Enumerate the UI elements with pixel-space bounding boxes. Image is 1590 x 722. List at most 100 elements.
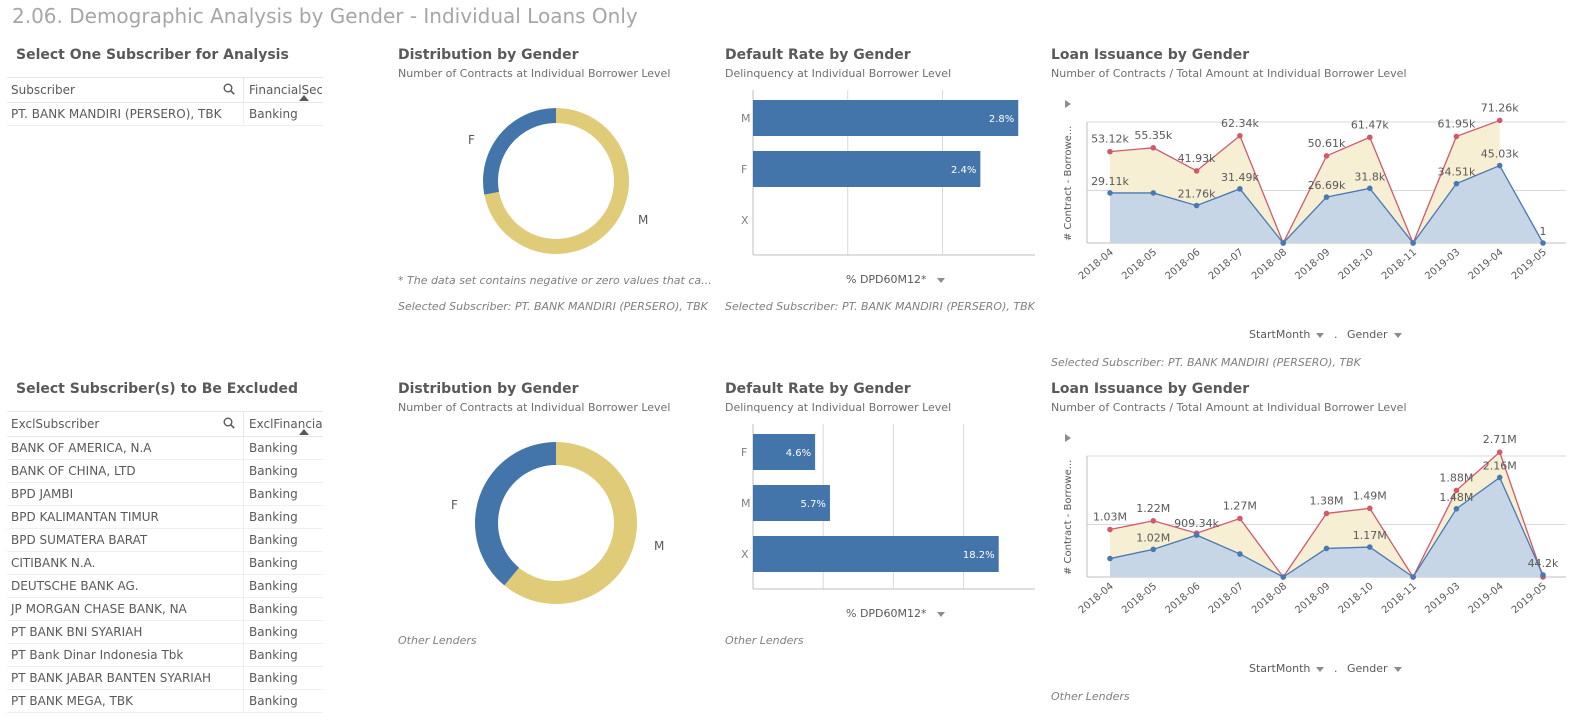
chevron-down-icon[interactable] (936, 277, 945, 283)
gender-dropdown-top[interactable]: Gender (1347, 328, 1402, 341)
data-point (1496, 449, 1503, 455)
chevron-down-icon[interactable] (1393, 332, 1402, 338)
sector-cell: Banking (249, 107, 298, 121)
data-point (1540, 240, 1546, 246)
data-label: 62.34k (1221, 117, 1259, 130)
data-point (1150, 517, 1157, 524)
financial-sector-column-header[interactable]: FinancialSect (249, 83, 322, 97)
subscriber-table: Subscriber FinancialSect PT. BANK MANDIR… (7, 77, 323, 126)
sector-cell: Banking (249, 694, 298, 708)
table-row[interactable]: BPD KALIMANTAN TIMUR Banking (7, 506, 323, 529)
table-row[interactable]: PT BANK MEGA, TBK Banking (7, 690, 323, 713)
table-row[interactable]: PT Bank Dinar Indonesia Tbk Banking (7, 644, 323, 667)
subscriber-name-cell: BANK OF AMERICA, N.A (11, 441, 152, 455)
x-tick-label: 2019-05 (1510, 581, 1549, 616)
data-label: 61.47k (1351, 118, 1389, 131)
data-point (1367, 134, 1373, 141)
table-row[interactable]: BPD SUMATERA BARAT Banking (7, 529, 323, 552)
data-point (1367, 505, 1373, 512)
data-label: 31.49k (1221, 171, 1259, 184)
bar (753, 485, 830, 521)
excl-subscriber-column-header[interactable]: ExclSubscriber (11, 417, 100, 431)
x-tick-label: 2018-08 (1250, 581, 1289, 616)
data-label: 1.38M (1310, 494, 1344, 507)
table-row[interactable]: JP MORGAN CHASE BANK, NA Banking (7, 598, 323, 621)
startmonth-dropdown-bottom[interactable]: StartMonth (1249, 662, 1325, 675)
gender-dropdown-label: Gender (1347, 328, 1388, 341)
x-tick-label: 2019-03 (1423, 581, 1462, 616)
pie-label-f: F (468, 133, 475, 147)
pie-chart-bottom[interactable]: MF (398, 425, 714, 625)
data-point (1410, 574, 1416, 580)
bar-chart-top[interactable]: M 2.8% F 2.4% X (725, 90, 1035, 260)
data-label: 21.76k (1178, 188, 1216, 201)
measure-dropdown-label: % DPD60M12* (846, 607, 927, 620)
sort-up-icon[interactable] (299, 95, 309, 101)
table-row[interactable]: BPD JAMBI Banking (7, 483, 323, 506)
data-label: 29.11k (1091, 175, 1129, 188)
expand-arrow-icon (1065, 100, 1071, 108)
data-point (1323, 545, 1330, 552)
bar-category-label: X (741, 214, 749, 227)
loan-bottom-title: Loan Issuance by Gender (1051, 381, 1250, 397)
excl-financial-column-header[interactable]: ExclFinancial (249, 417, 322, 431)
x-tick-label: 2018-04 (1077, 247, 1116, 282)
table-row[interactable]: BANK OF CHINA, LTD Banking (7, 460, 323, 483)
data-point (1323, 153, 1330, 159)
data-label: 53.12k (1091, 133, 1129, 146)
area-fill-upper (1110, 120, 1500, 243)
data-label: 1.17M (1353, 529, 1387, 542)
chevron-down-icon[interactable] (1316, 666, 1325, 672)
data-label: 1.88M (1439, 471, 1473, 484)
data-point (1237, 551, 1243, 557)
line-chart-bottom[interactable]: # Contract - Borrowe... 1.03M 1.22M 1.27M 1.… (1051, 424, 1571, 639)
area-fill-lower (1110, 165, 1543, 243)
x-tick-label: 2018-06 (1163, 247, 1202, 282)
table-row[interactable]: DEUTSCHE BANK AG. Banking (7, 575, 323, 598)
data-point (1107, 148, 1113, 155)
default-top-subtitle: Delinquency at Individual Borrower Level (725, 67, 952, 80)
pie-chart-top[interactable]: MF (398, 88, 714, 268)
measure-dropdown-top[interactable]: % DPD60M12* (846, 273, 945, 286)
data-label: 909.34k (1174, 517, 1219, 530)
table-row[interactable]: CITIBANK N.A. Banking (7, 552, 323, 575)
subscriber-name-cell: BPD KALIMANTAN TIMUR (11, 510, 159, 524)
sort-up-icon[interactable] (299, 429, 309, 435)
dist-top-footnote: Selected Subscriber: PT. BANK MANDIRI (P… (398, 300, 708, 313)
x-tick-label: 2018-09 (1293, 247, 1332, 282)
subscriber-column-header[interactable]: Subscriber (11, 83, 75, 97)
data-label: 71.26k (1481, 101, 1519, 114)
dist-bottom-subtitle: Number of Contracts at Individual Borrow… (398, 401, 671, 414)
data-point (1237, 186, 1243, 192)
default-top-title: Default Rate by Gender (725, 47, 911, 63)
table-row[interactable]: BANK OF AMERICA, N.A Banking (7, 437, 323, 460)
dimension-separator: . (1334, 328, 1338, 341)
chevron-down-icon[interactable] (936, 611, 945, 617)
series-line (1109, 119, 1500, 245)
data-point (1367, 185, 1373, 192)
data-point (1410, 240, 1416, 246)
x-tick-label: 2018-05 (1120, 581, 1159, 616)
subscriber-name-cell: BANK OF CHINA, LTD (11, 464, 136, 478)
data-label: 1.49M (1353, 489, 1387, 502)
x-tick-label: 2019-05 (1510, 247, 1549, 282)
gender-dropdown-bottom[interactable]: Gender (1347, 662, 1402, 675)
startmonth-dropdown-top[interactable]: StartMonth (1249, 328, 1325, 341)
search-icon[interactable] (223, 83, 235, 95)
bar-category-label: M (741, 497, 751, 510)
bar-chart-bottom[interactable]: F 4.6% M 5.7% X 18.2% (725, 424, 1035, 594)
data-label: 44.2k (1528, 557, 1559, 570)
measure-dropdown-bottom[interactable]: % DPD60M12* (846, 607, 945, 620)
chevron-down-icon[interactable] (1316, 332, 1325, 338)
table-row[interactable]: PT. BANK MANDIRI (PERSERO), TBK Banking (7, 103, 323, 126)
bar (753, 100, 1019, 136)
chevron-down-icon[interactable] (1393, 666, 1402, 672)
sector-cell: Banking (249, 464, 298, 478)
x-tick-label: 2019-04 (1467, 247, 1506, 282)
table-row[interactable]: PT BANK JABAR BANTEN SYARIAH Banking (7, 667, 323, 690)
sector-cell: Banking (249, 625, 298, 639)
search-icon[interactable] (223, 417, 235, 429)
line-chart-top[interactable]: # Contract - Borrowe... 53.12k 55.35k 41.93… (1051, 90, 1571, 305)
subscriber-name-cell: PT Bank Dinar Indonesia Tbk (11, 648, 184, 662)
table-row[interactable]: PT BANK BNI SYARIAH Banking (7, 621, 323, 644)
